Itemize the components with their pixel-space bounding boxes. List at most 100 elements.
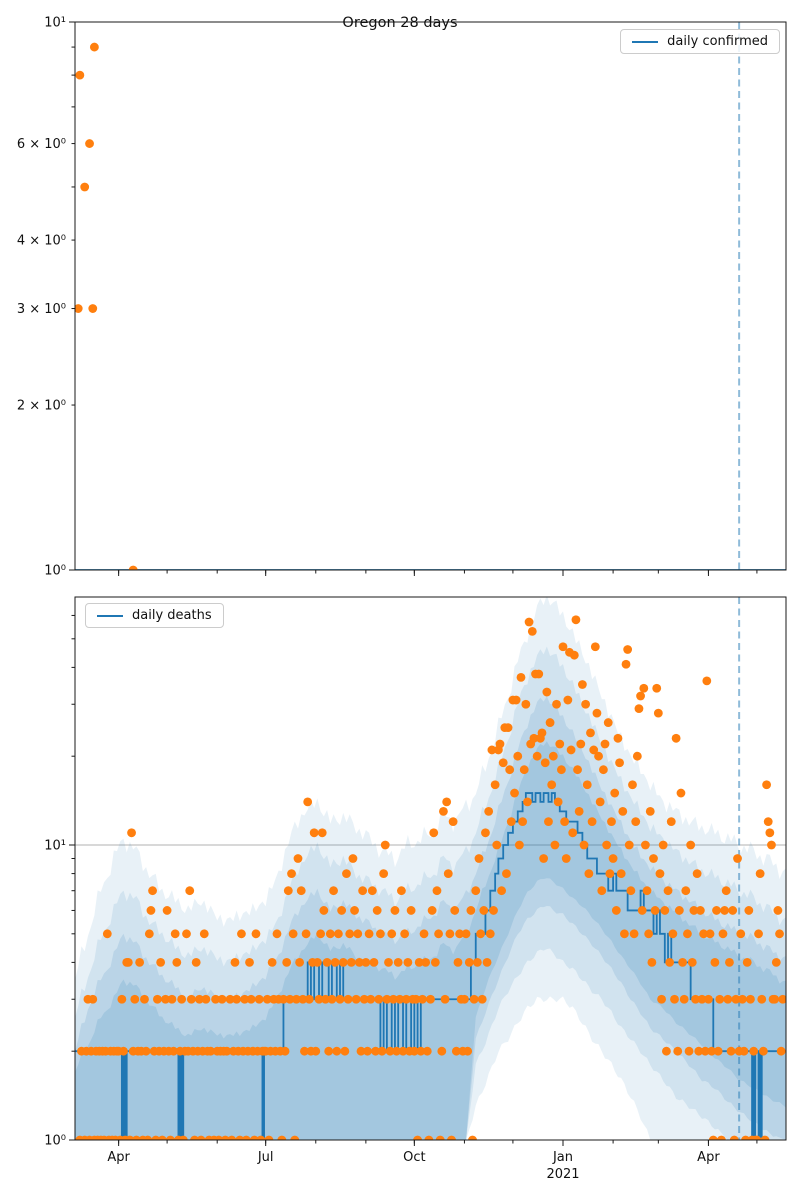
scatter-point	[678, 957, 687, 967]
scatter-point	[763, 817, 773, 827]
scatter-point	[434, 929, 443, 939]
scatter-point	[156, 957, 166, 967]
scatter-point	[309, 828, 319, 838]
scatter-point	[495, 739, 505, 749]
scatter-point	[762, 780, 772, 790]
scatter-point	[710, 957, 720, 967]
scatter-point	[418, 994, 427, 1004]
scatter-point	[691, 994, 700, 1004]
scatter-point	[634, 704, 644, 713]
scatter-point	[720, 906, 729, 915]
scatter-point	[350, 906, 359, 915]
scatter-point	[684, 1046, 694, 1056]
scatter-point	[430, 957, 440, 967]
scatter-point	[561, 854, 571, 863]
scatter-point	[161, 994, 170, 1004]
scatter-point	[757, 994, 767, 1004]
scatter-point	[353, 929, 363, 939]
scatter-point	[597, 886, 607, 896]
scatter-point	[143, 1135, 153, 1140]
scatter-point	[468, 1135, 477, 1140]
scatter-point	[272, 929, 282, 939]
scatter-point	[443, 869, 453, 878]
scatter-point	[692, 869, 702, 878]
scatter-point	[642, 886, 652, 896]
scatter-point	[435, 1135, 445, 1140]
scatter-point	[594, 751, 603, 761]
scatter-point	[686, 840, 696, 850]
scatter-point	[422, 1046, 432, 1056]
scatter-point	[330, 957, 340, 967]
scatter-daily-confirmed	[75, 42, 138, 570]
scatter-point	[413, 1135, 422, 1140]
scatter-point	[380, 840, 390, 850]
chart-daily-deaths: Apr Jul Oct Jan 2021 Apr 10⁰ 10¹	[44, 596, 787, 1182]
scatter-point	[595, 797, 605, 807]
scatter-point	[317, 828, 327, 838]
scatter-point	[687, 957, 697, 967]
scatter-point	[379, 869, 389, 878]
scatter-point	[230, 957, 240, 967]
scatter-point	[472, 957, 482, 967]
scatter-point	[363, 1046, 372, 1056]
scatter-point	[657, 994, 666, 1004]
scatter-point	[206, 1046, 216, 1056]
scatter-point	[577, 680, 587, 689]
scatter-point	[246, 994, 256, 1004]
scatter-point	[514, 840, 524, 850]
scatter-point	[185, 886, 195, 896]
scatter-point	[227, 1135, 237, 1140]
scatter-point	[746, 994, 755, 1004]
scatter-point	[521, 699, 531, 709]
scatter-point	[776, 1046, 786, 1056]
x-year-label: 2021	[546, 1167, 579, 1182]
median-line-daily-deaths	[75, 792, 786, 1140]
scatter-point	[319, 906, 329, 915]
scatter-point	[201, 994, 211, 1004]
x-tick-label: Jul	[257, 1150, 274, 1165]
scatter-point	[291, 994, 301, 1004]
uncertainty-band-3	[75, 696, 786, 1140]
y-tick-label: 10⁰	[44, 564, 66, 579]
y-tick-label: 4 × 10⁰	[17, 234, 66, 249]
scatter-point	[182, 929, 191, 939]
scatter-point	[414, 957, 424, 967]
scatter-point	[298, 994, 308, 1004]
scatter-point	[141, 1046, 151, 1056]
scatter-point	[392, 1046, 401, 1056]
scatter-point	[587, 817, 597, 827]
scatter-point	[403, 957, 413, 967]
scatter-point	[662, 1046, 671, 1056]
scatter-point	[573, 765, 582, 775]
scatter-point	[576, 739, 586, 749]
scatter-point	[285, 994, 295, 1004]
scatter-point	[401, 994, 411, 1004]
scatter-point	[376, 929, 385, 939]
scatter-point	[510, 788, 519, 798]
scatter-point	[333, 929, 343, 939]
scatter-point	[760, 1135, 770, 1140]
scatter-point	[775, 929, 784, 939]
scatter-point	[581, 699, 591, 709]
scatter-point	[505, 765, 515, 775]
scatter-point	[728, 906, 738, 915]
scatter-point	[590, 642, 600, 652]
x-tick-label: Apr	[697, 1150, 720, 1165]
scatter-point	[545, 718, 555, 727]
scatter-point	[477, 994, 487, 1004]
scatter-point	[506, 817, 516, 827]
scatter-point	[584, 869, 594, 878]
scatter-point	[371, 1046, 380, 1056]
scatter-point	[130, 994, 140, 1004]
scatter-point	[663, 886, 673, 896]
scatter-point	[527, 626, 537, 636]
scatter-point	[398, 1046, 408, 1056]
x-tick-label: Jan	[552, 1150, 573, 1165]
scatter-point	[603, 718, 613, 727]
scatter-point	[476, 929, 485, 939]
scatter-point	[165, 1135, 175, 1140]
scatter-point	[409, 1046, 419, 1056]
scatter-point	[240, 994, 250, 1004]
scatter-point	[537, 728, 547, 738]
scatter-point	[618, 806, 628, 816]
